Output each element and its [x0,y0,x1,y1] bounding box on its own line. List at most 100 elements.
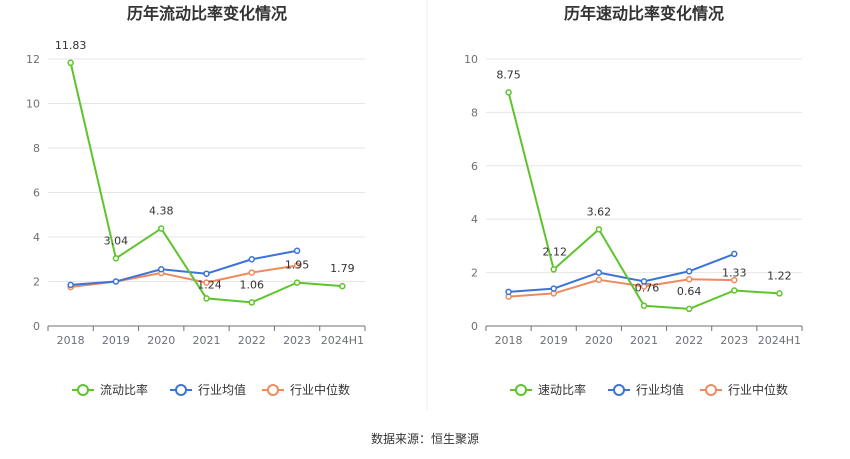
source-text: 数据来源：恒生聚源 [371,431,479,446]
data-point [157,225,165,232]
legend-label: 流动比率 [100,382,148,397]
data-point [685,305,693,313]
data-point [595,269,603,276]
legend-label: 行业均值 [636,382,684,397]
x-tick-label: 2024H1 [321,334,364,347]
data-point [293,262,301,269]
data-point [550,266,557,273]
x-tick-label: 2019 [102,334,130,347]
data-point [595,226,603,233]
legend-item[interactable]: 行业均值 [608,382,684,397]
data-label: 4.38 [149,205,174,218]
x-tick-label: 2022 [238,334,266,347]
data-label: 3.62 [587,205,612,218]
legend-item[interactable]: 行业中位数 [262,382,350,397]
data-label: 1.33 [722,266,747,279]
legend-swatch-marker [77,384,89,396]
data-point [339,282,346,290]
data-point [248,299,256,306]
y-tick-label: 12 [26,53,40,66]
x-tick-label: 2023 [720,334,748,347]
data-point [685,276,693,283]
data-point [685,268,693,275]
legend-item[interactable]: 流动比率 [72,382,148,397]
series-line [70,249,298,286]
data-point [595,276,603,284]
x-tick-label: 2020 [585,334,613,347]
chart-title: 历年速动比率变化情况 [564,4,724,23]
legend-label: 行业中位数 [290,382,350,397]
quick-ratio-chart: 历年速动比率变化情况 0 2 4 6 8 10 2018 2019 2020 2021 2022 202… [464,4,803,397]
legend-swatch-marker [613,384,625,396]
data-label: 1.95 [285,259,310,272]
y-tick-label: 2 [471,267,478,280]
data-point [248,256,256,263]
y-tick-label: 8 [471,106,478,119]
legend-item[interactable]: 行业均值 [170,382,246,397]
series-line [508,278,735,298]
data-point [157,266,165,273]
data-point [112,255,120,262]
data-point [248,269,256,276]
y-tick-label: 8 [33,142,40,155]
data-point [505,288,512,296]
legend-item[interactable]: 速动比率 [510,382,586,397]
data-label: 0.76 [635,282,660,295]
data-point [112,278,120,285]
data-label: 0.64 [677,285,702,298]
x-tick-label: 2024H1 [758,334,801,347]
data-point [776,290,783,297]
data-point [505,89,512,96]
data-point [203,270,210,277]
x-tick-label: 2021 [630,334,658,347]
y-tick-label: 4 [471,213,478,226]
y-tick-label: 10 [26,98,40,111]
data-point [640,278,648,285]
data-point [731,287,738,294]
y-tick-label: 4 [33,231,40,244]
data-point [640,302,648,309]
legend-item[interactable]: 行业中位数 [700,382,788,397]
data-label: 1.79 [330,262,355,275]
x-tick-label: 2022 [675,334,703,347]
x-tick-label: 2021 [193,334,221,347]
legend-label: 行业均值 [198,382,246,397]
data-point [203,279,210,286]
y-tick-label: 0 [471,320,478,333]
y-tick-label: 6 [33,187,40,200]
data-point [67,59,74,67]
legend-swatch-marker [515,384,527,396]
x-tick-label: 2018 [57,334,85,347]
series-line [508,252,735,293]
data-label: 1.22 [767,269,792,282]
data-point [203,295,210,302]
y-tick-label: 10 [464,53,478,66]
data-label: 8.75 [496,68,521,81]
y-tick-label: 0 [33,320,40,333]
chart-title: 历年流动比率变化情况 [127,4,287,23]
current-ratio-chart: 历年流动比率变化情况 0 2 4 6 8 10 12 2018 2019 2020 2021 2022 2… [26,4,366,397]
data-label: 2.12 [542,245,567,258]
y-tick-label: 2 [33,276,40,289]
x-tick-label: 2023 [283,334,311,347]
legend-label: 速动比率 [538,382,586,397]
legend-label: 行业中位数 [728,382,788,397]
data-point [550,285,557,292]
data-point [293,247,301,255]
data-point [67,281,74,289]
y-tick-label: 6 [471,160,478,173]
data-label: 11.83 [55,39,87,52]
data-point [293,279,301,286]
x-tick-label: 2019 [540,334,568,347]
data-label: 3.04 [104,234,129,247]
data-label: 1.06 [240,278,265,291]
legend-swatch-marker [705,384,717,396]
legend-swatch-marker [175,384,187,396]
legend-swatch-marker [267,384,279,396]
x-tick-label: 2018 [495,334,523,347]
x-tick-label: 2020 [147,334,175,347]
data-label: 1.24 [197,278,222,291]
data-point [731,276,738,284]
data-point [731,250,738,258]
